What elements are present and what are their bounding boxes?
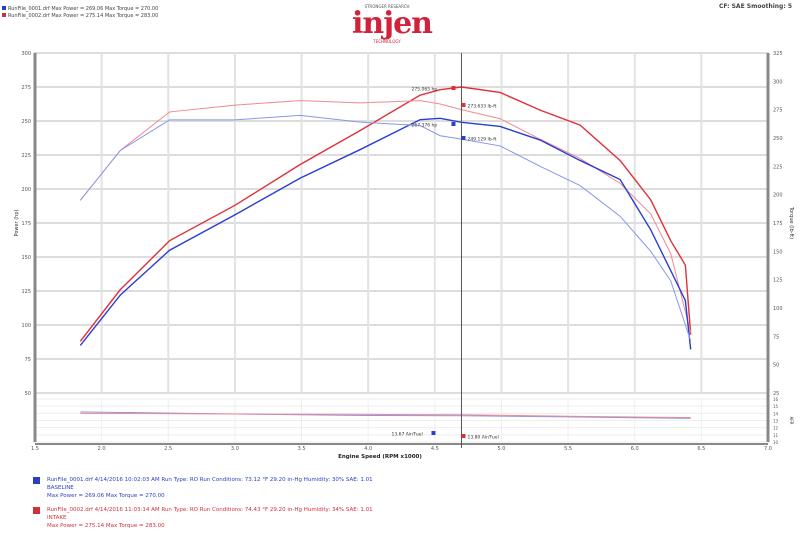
afr-tick-label: 10 — [773, 440, 779, 445]
y2-tick-label: 200 — [773, 193, 783, 199]
y-tick-label: 50 — [25, 391, 31, 397]
y-tick-label: 100 — [21, 323, 31, 329]
logo-word: injen — [352, 6, 433, 41]
legend-run-1-details: RunFile_0001.drf 4/14/2016 10:02:03 AM R… — [47, 477, 373, 483]
legend-run-2-max: Max Power = 275.14 Max Torque = 283.00 — [47, 523, 165, 529]
settings-text: CF: SAE Smoothing: 5 — [718, 3, 792, 10]
cursor-label-red-afr: 13.80 Air/Fuel — [467, 435, 498, 441]
legend-run-1: RunFile_0001.drf 4/14/2016 10:02:03 AM R… — [33, 476, 373, 500]
cursor-label-blue-power: 267.376 hp — [411, 123, 437, 129]
run-1-swatch — [2, 6, 6, 10]
x-tick-label: 5.0 — [497, 446, 505, 452]
cursor-label-blue-afr: 13.67 Air/Fuel — [391, 432, 422, 438]
injen-logo: STRONGER RESEARCH injen TECHNOLOGY — [352, 4, 433, 48]
afr-tick-label: 14 — [773, 411, 779, 416]
legend-run-1-swatch — [33, 477, 40, 484]
red-torque-line — [79, 100, 692, 334]
header-run-2-text: RunFile_0002.drf Max Power = 275.14 Max … — [8, 13, 159, 19]
header-run-2: RunFile_0002.drf Max Power = 275.14 Max … — [2, 13, 158, 19]
y2-tick-label: 150 — [773, 249, 783, 255]
logo-top: STRONGER RESEARCH — [364, 4, 410, 9]
y-tick-label: 175 — [21, 221, 31, 227]
x-tick-label: 6.5 — [697, 446, 705, 452]
y-tick-label: 275 — [21, 85, 31, 91]
afr-tick-label: 13 — [773, 419, 779, 424]
afr-axis-label: AFR — [789, 417, 794, 425]
cursor-marker-red-afr — [461, 434, 466, 438]
y2-tick-label: 325 — [773, 51, 783, 57]
cursor-label-blue-torque: 249.129 lb-ft — [467, 137, 496, 143]
y-tick-label: 75 — [25, 357, 31, 363]
y2-tick-label: 100 — [773, 306, 783, 312]
x-tick-label: 5.5 — [564, 446, 572, 452]
cursor-label-red-torque: 273.633 lb-ft — [467, 104, 496, 110]
y2-tick-label: 75 — [773, 334, 779, 340]
legend-run-2-swatch — [33, 507, 40, 514]
y2-tick-label: 25 — [773, 391, 779, 397]
y-tick-label: 250 — [21, 119, 31, 125]
x-tick-label: 4.5 — [431, 446, 439, 452]
cursor-marker-red-power — [451, 86, 456, 90]
cursor-marker-blue-power — [451, 122, 456, 126]
x-tick-label: 3.5 — [298, 446, 306, 452]
blue-torque-line — [79, 114, 692, 342]
y2-axis-label: Torque (lb-ft) — [788, 206, 794, 239]
y2-tick-label: 275 — [773, 108, 783, 114]
y2-tick-label: 250 — [773, 136, 783, 142]
y2-tick-label: 300 — [773, 79, 783, 85]
afr-tick-label: 15 — [773, 404, 779, 409]
legend-run-2-details: RunFile_0002.drf 4/14/2016 11:03:14 AM R… — [47, 507, 373, 513]
x-tick-label: 7.0 — [764, 446, 772, 452]
y2-tick-label: 125 — [773, 278, 783, 284]
x-tick-label: 1.5 — [31, 446, 39, 452]
y-tick-label: 300 — [21, 51, 31, 57]
afr-tick-label: 12 — [773, 426, 779, 431]
cursor-marker-blue-afr — [431, 431, 436, 435]
dyno-plot[interactable]: 50 75 100 125 150 175 200 225 250 275 300 25 50 75 100… — [0, 0, 800, 470]
y2-tick-label: 175 — [773, 221, 783, 227]
header-run-1: RunFile_0001.drf Max Power = 269.06 Max … — [2, 6, 158, 12]
y-tick-label: 225 — [21, 153, 31, 159]
y-tick-label: 150 — [21, 255, 31, 261]
cursor-label-red-power: 275.065 hp — [411, 87, 437, 93]
legend-run-1-max: Max Power = 269.06 Max Torque = 270.00 — [47, 493, 165, 499]
header-run-1-text: RunFile_0001.drf Max Power = 269.06 Max … — [8, 6, 159, 12]
legend-run-1-notes: BASELINE — [47, 485, 74, 491]
x-tick-label: 2.0 — [98, 446, 106, 452]
x-tick-label: 4.0 — [364, 446, 372, 452]
cursor-marker-blue-torque — [461, 136, 466, 140]
y2-tick-label: 225 — [773, 164, 783, 170]
legend-run-2: RunFile_0002.drf 4/14/2016 11:03:14 AM R… — [33, 506, 373, 530]
y-tick-label: 125 — [21, 289, 31, 295]
logo-bottom: TECHNOLOGY — [373, 39, 401, 44]
y-axis-label: Power (hp) — [14, 209, 20, 236]
x-axis-label: Engine Speed (RPM x1000) — [338, 454, 422, 460]
y-tick-label: 200 — [21, 187, 31, 193]
afr-tick-label: 11 — [773, 433, 779, 438]
cursor-marker-red-torque — [461, 103, 466, 107]
y2-tick-label: 50 — [773, 363, 779, 369]
red-afr-line — [80, 412, 691, 419]
x-tick-label: 6.0 — [631, 446, 639, 452]
afr-tick-label: 16 — [773, 397, 779, 402]
run-2-swatch — [2, 13, 6, 17]
x-tick-label: 3.0 — [231, 446, 239, 452]
legend-run-2-notes: INTAKE — [47, 515, 67, 521]
x-tick-label: 2.5 — [164, 446, 172, 452]
